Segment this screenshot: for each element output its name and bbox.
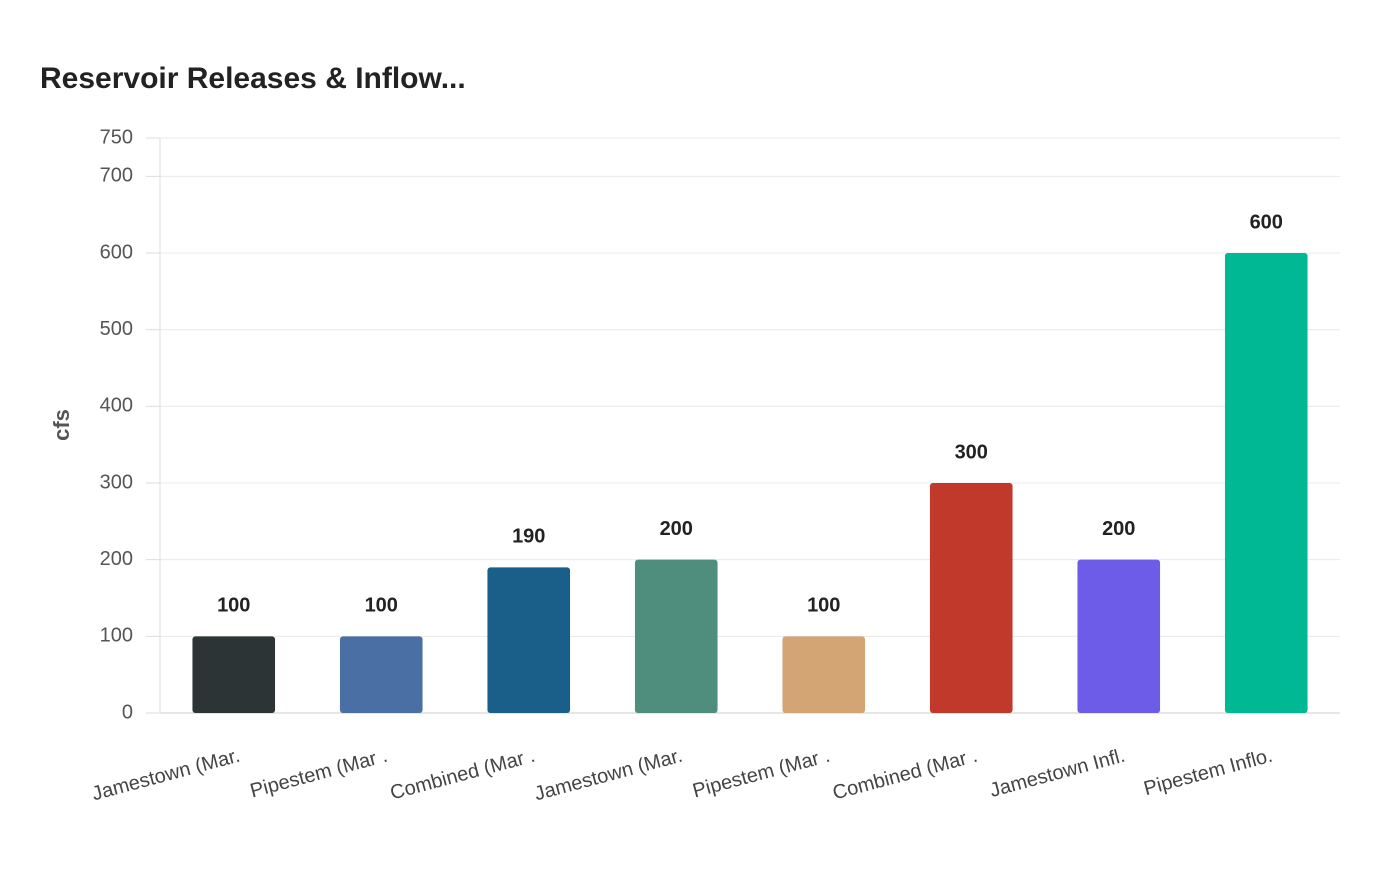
value-label: 600 [1250, 211, 1283, 233]
y-axis-label: cfs [49, 409, 74, 441]
value-label: 200 [660, 518, 693, 540]
x-tick-label: Jamestown (Mar. [532, 745, 685, 806]
bar [782, 636, 866, 713]
value-label: 100 [217, 595, 250, 617]
bar [929, 483, 1013, 713]
x-tick-label: Pipestem (Mar . [248, 745, 390, 803]
bar [1224, 253, 1308, 713]
y-tick-label: 300 [100, 471, 133, 493]
y-tick-label: 400 [100, 395, 133, 417]
bar [339, 636, 423, 713]
y-tick-label: 700 [100, 165, 133, 187]
value-label: 200 [1102, 518, 1135, 540]
y-tick-label: 200 [100, 548, 133, 570]
value-label: 100 [807, 595, 840, 617]
y-tick-label: 750 [100, 126, 133, 148]
chart-title: Reservoir Releases & Inflow... [40, 62, 466, 95]
bar [487, 567, 571, 713]
bar [192, 636, 276, 713]
y-tick-label: 500 [100, 318, 133, 340]
x-tick-label: Pipestem (Mar . [690, 745, 832, 803]
bar [1077, 559, 1161, 713]
value-label: 100 [365, 595, 398, 617]
value-label: 300 [955, 441, 988, 463]
x-tick-label: Jamestown Infl. [987, 745, 1127, 802]
x-tick-label: Pipestem Inflo. [1141, 745, 1274, 800]
y-tick-label: 100 [100, 625, 133, 647]
x-tick-label: Combined (Mar . [388, 745, 538, 805]
y-tick-label: 0 [122, 701, 133, 723]
bar [634, 559, 718, 713]
y-tick-label: 600 [100, 241, 133, 263]
value-label: 190 [512, 526, 545, 548]
x-tick-label: Combined (Mar . [830, 745, 980, 805]
x-tick-label: Jamestown (Mar. [90, 745, 243, 806]
